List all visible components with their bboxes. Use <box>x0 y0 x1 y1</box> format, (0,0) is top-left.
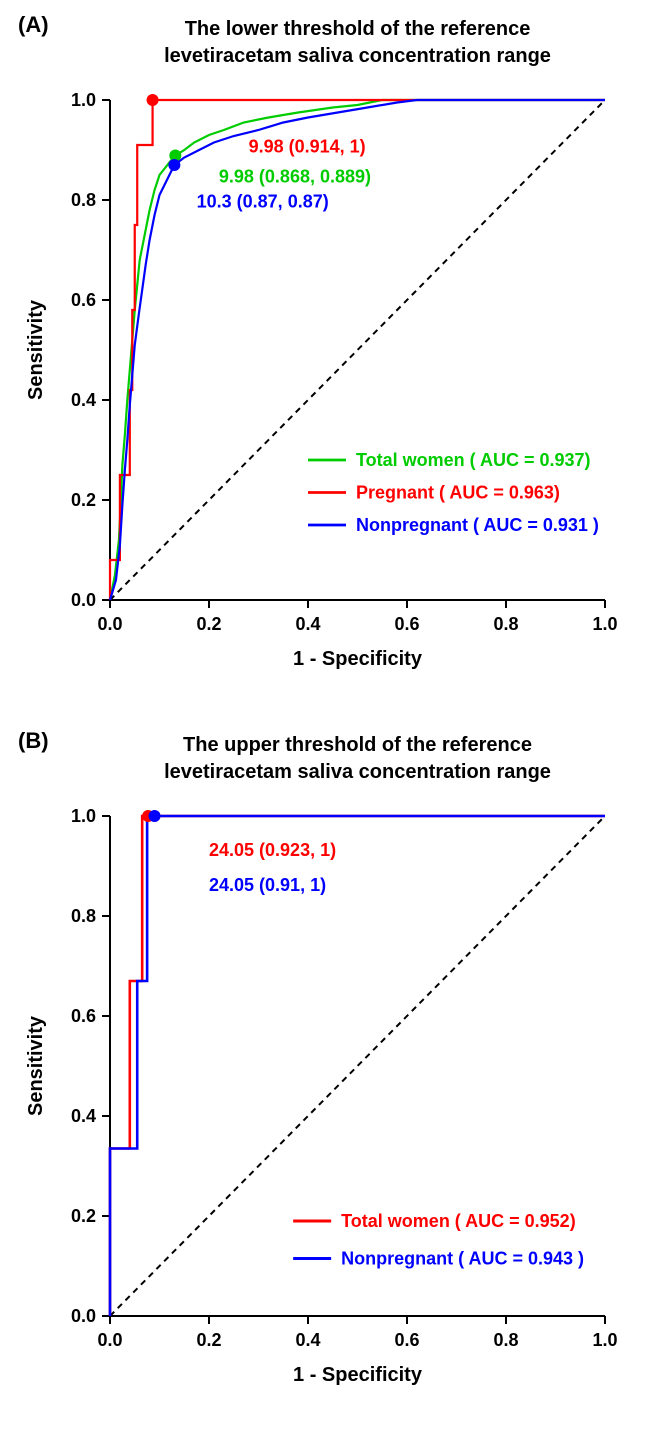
x-tick-label: 0.6 <box>394 1330 419 1350</box>
x-tick-label: 1.0 <box>592 1330 617 1350</box>
x-tick-label: 0.2 <box>196 1330 221 1350</box>
y-tick-label: 0.4 <box>71 390 96 410</box>
annotation-total: 9.98 (0.868, 0.889) <box>219 167 371 187</box>
y-tick-label: 0.8 <box>71 190 96 210</box>
y-tick-label: 1.0 <box>71 806 96 826</box>
chart-bg <box>0 716 646 1432</box>
x-tick-label: 0.0 <box>97 614 122 634</box>
roc-marker-nonpregnant <box>168 159 180 171</box>
legend-label-nonpregnant: Nonpregnant ( AUC = 0.943 ) <box>341 1249 584 1269</box>
y-tick-label: 0.2 <box>71 1206 96 1226</box>
y-tick-label: 1.0 <box>71 90 96 110</box>
panel-label: (B) <box>18 728 49 753</box>
x-tick-label: 0.8 <box>493 614 518 634</box>
chart-title-line1: The lower threshold of the reference <box>185 18 531 40</box>
x-tick-label: 0.4 <box>295 1330 320 1350</box>
chart-b-svg: (B) The upper threshold of the reference l… <box>0 716 646 1432</box>
y-tick-label: 0.8 <box>71 906 96 926</box>
chart-bg <box>0 0 646 716</box>
chart-title-line1: The upper threshold of the reference <box>183 734 532 756</box>
annotation-total: 24.05 (0.923, 1) <box>209 840 336 860</box>
x-axis-label: 1 - Specificity <box>293 1364 423 1386</box>
x-tick-label: 1.0 <box>592 614 617 634</box>
panel-label: (A) <box>18 12 49 37</box>
y-tick-label: 0.0 <box>71 1306 96 1326</box>
legend-label-total: Total women ( AUC = 0.952) <box>341 1211 576 1231</box>
y-tick-label: 0.4 <box>71 1106 96 1126</box>
y-tick-label: 0.2 <box>71 490 96 510</box>
legend-label-total: Total women ( AUC = 0.937) <box>356 450 591 470</box>
chart-a-svg: (A) The lower threshold of the reference l… <box>0 0 646 716</box>
y-axis-label: Sensitivity <box>25 1015 47 1116</box>
chart-title-line2: levetiracetam saliva concentration range <box>164 45 551 67</box>
x-tick-label: 0.2 <box>196 614 221 634</box>
x-tick-label: 0.8 <box>493 1330 518 1350</box>
annotation-nonpregnant: 24.05 (0.91, 1) <box>209 875 326 895</box>
x-tick-label: 0.0 <box>97 1330 122 1350</box>
roc-marker-pregnant <box>147 94 159 106</box>
legend-label-pregnant: Pregnant ( AUC = 0.963) <box>356 483 560 503</box>
x-tick-label: 0.4 <box>295 614 320 634</box>
roc-marker-nonpregnant <box>149 810 161 822</box>
y-tick-label: 0.0 <box>71 590 96 610</box>
y-axis-label: Sensitivity <box>25 299 47 400</box>
annotation-pregnant: 9.98 (0.914, 1) <box>249 137 366 157</box>
chart-title-line2: levetiracetam saliva concentration range <box>164 761 551 783</box>
x-axis-label: 1 - Specificity <box>293 648 423 670</box>
annotation-nonpregnant: 10.3 (0.87, 0.87) <box>197 192 329 212</box>
y-tick-label: 0.6 <box>71 290 96 310</box>
x-tick-label: 0.6 <box>394 614 419 634</box>
panel-a: (A) The lower threshold of the reference l… <box>0 0 646 716</box>
panel-b: (B) The upper threshold of the reference l… <box>0 716 646 1432</box>
y-tick-label: 0.6 <box>71 1006 96 1026</box>
legend-label-nonpregnant: Nonpregnant ( AUC = 0.931 ) <box>356 515 599 535</box>
